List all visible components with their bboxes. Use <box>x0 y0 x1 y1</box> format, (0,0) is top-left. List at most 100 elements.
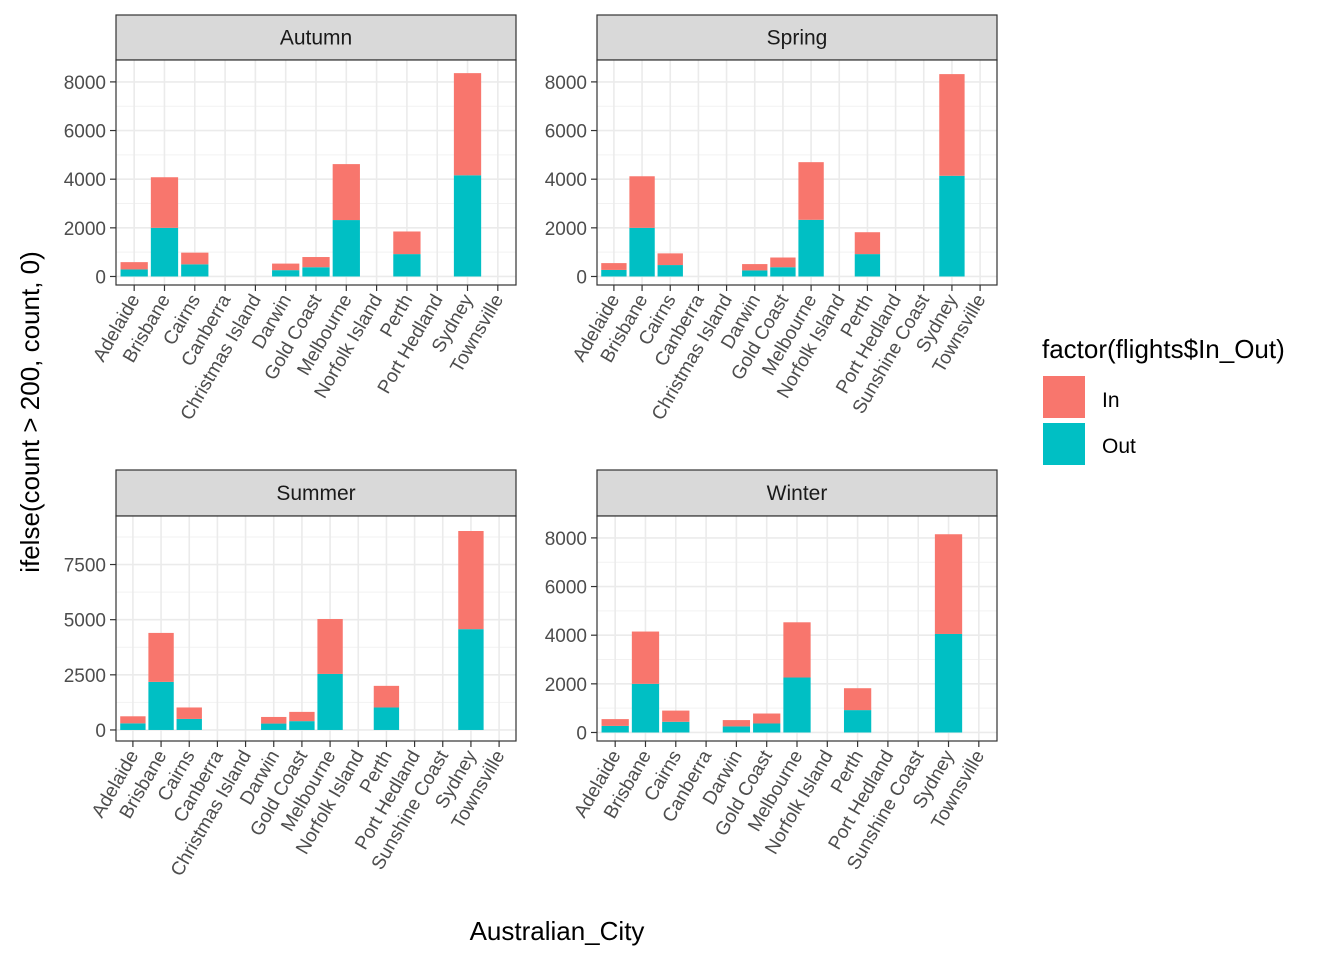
bar-out-brisbane <box>631 683 660 733</box>
bar-in-cairns <box>657 253 683 266</box>
y-tick-label: 4000 <box>64 170 106 191</box>
bar-in-brisbane <box>148 632 174 682</box>
facet-strip-label: Winter <box>767 482 828 505</box>
bar-in-gold-coast <box>289 711 315 722</box>
bar-out-melbourne <box>317 673 343 730</box>
bar-out-adelaide <box>601 269 627 277</box>
bar-out-sydney <box>939 175 965 277</box>
bar-out-melbourne <box>798 219 824 277</box>
bar-out-brisbane <box>150 227 179 277</box>
bar-in-cairns <box>662 710 690 722</box>
bar-out-gold-coast <box>302 267 330 277</box>
bar-in-perth <box>373 685 400 708</box>
panel-border <box>115 515 517 742</box>
legend-key-out <box>1043 423 1085 465</box>
bar-in-perth <box>393 231 421 255</box>
bar-in-darwin <box>742 264 768 271</box>
bar-out-cairns <box>181 264 209 277</box>
bar-out-melbourne <box>783 677 811 733</box>
bar-out-brisbane <box>148 681 174 730</box>
bar-in-brisbane <box>150 177 179 228</box>
bar-in-adelaide <box>601 263 627 270</box>
bar-out-darwin <box>722 726 751 733</box>
facet-strip <box>115 14 517 61</box>
bar-in-brisbane <box>631 631 660 684</box>
y-tick-label: 0 <box>576 723 587 744</box>
facet-strip <box>596 469 998 517</box>
bar-out-adelaide <box>601 725 629 733</box>
legend: factor(flights$In_Out) In Out <box>1042 334 1285 465</box>
y-tick-label: 6000 <box>64 122 106 143</box>
bar-out-sydney <box>453 175 482 277</box>
bar-in-sydney <box>458 531 484 630</box>
y-tick-label: 4000 <box>545 626 587 647</box>
bar-out-brisbane <box>629 227 655 277</box>
y-tick-label: 0 <box>95 721 106 742</box>
facet-panel-summer: Summer0250050007500AdelaideBrisbaneCairn… <box>64 469 517 880</box>
bar-in-gold-coast <box>753 713 781 724</box>
y-tick-label: 0 <box>576 267 587 288</box>
bar-in-melbourne <box>798 162 824 220</box>
bar-in-perth <box>843 688 872 711</box>
bar-out-perth <box>373 707 400 730</box>
facet-panel-spring: Spring02000400060008000AdelaideBrisbaneC… <box>545 14 998 424</box>
bar-out-cairns <box>657 265 683 277</box>
bar-in-brisbane <box>629 176 655 228</box>
y-axis-title: ifelse(count > 200, count, 0) <box>15 251 45 573</box>
bar-in-gold-coast <box>770 257 796 268</box>
bar-in-adelaide <box>120 716 146 724</box>
panel-border <box>596 59 998 286</box>
legend-label-out: Out <box>1102 435 1136 458</box>
facet-strip-label: Summer <box>276 482 355 505</box>
bar-out-cairns <box>662 721 690 733</box>
y-tick-label: 2000 <box>545 675 587 696</box>
facet-panel-autumn: Autumn02000400060008000AdelaideBrisbaneC… <box>64 14 517 424</box>
plot-background <box>116 516 516 741</box>
bar-in-melbourne <box>317 619 343 674</box>
bar-in-darwin <box>272 263 300 271</box>
bar-out-gold-coast <box>289 721 315 730</box>
y-tick-label: 7500 <box>64 556 106 577</box>
bar-in-adelaide <box>601 719 629 726</box>
bar-out-gold-coast <box>753 723 781 733</box>
facet-panel-winter: Winter02000400060008000AdelaideBrisbaneC… <box>545 469 998 874</box>
x-axis-title: Australian_City <box>470 916 645 946</box>
bar-in-cairns <box>181 252 209 265</box>
y-tick-label: 8000 <box>545 529 587 550</box>
y-tick-label: 2000 <box>64 219 106 240</box>
bar-out-sydney <box>458 629 484 730</box>
legend-title: factor(flights$In_Out) <box>1042 334 1285 364</box>
bar-in-gold-coast <box>302 257 330 268</box>
y-tick-label: 6000 <box>545 122 587 143</box>
bar-out-gold-coast <box>770 267 796 277</box>
bar-in-sydney <box>939 74 965 176</box>
bar-out-darwin <box>272 270 300 277</box>
legend-label-in: In <box>1102 389 1120 412</box>
bar-in-sydney <box>453 73 482 176</box>
y-tick-label: 8000 <box>64 73 106 94</box>
legend-key-in <box>1043 376 1085 418</box>
bar-out-perth <box>393 254 421 277</box>
y-tick-label: 0 <box>95 267 106 288</box>
y-tick-label: 4000 <box>545 170 587 191</box>
facet-strip-label: Spring <box>767 27 828 50</box>
y-tick-label: 2500 <box>64 666 106 687</box>
bar-in-darwin <box>722 720 751 727</box>
bar-in-sydney <box>934 534 963 634</box>
bar-out-sydney <box>934 633 963 733</box>
bar-out-cairns <box>176 718 202 730</box>
bar-in-melbourne <box>783 622 811 678</box>
facet-strip-label: Autumn <box>280 27 352 50</box>
bar-in-melbourne <box>332 164 360 221</box>
bar-out-melbourne <box>332 220 360 277</box>
bar-out-darwin <box>742 270 768 277</box>
bar-in-perth <box>854 232 881 255</box>
y-tick-label: 2000 <box>545 219 587 240</box>
bar-in-adelaide <box>120 262 148 270</box>
bar-out-perth <box>843 710 872 733</box>
plot-background <box>597 60 997 285</box>
bar-in-cairns <box>176 707 202 719</box>
bar-out-adelaide <box>120 269 148 277</box>
facet-strip <box>115 469 517 517</box>
